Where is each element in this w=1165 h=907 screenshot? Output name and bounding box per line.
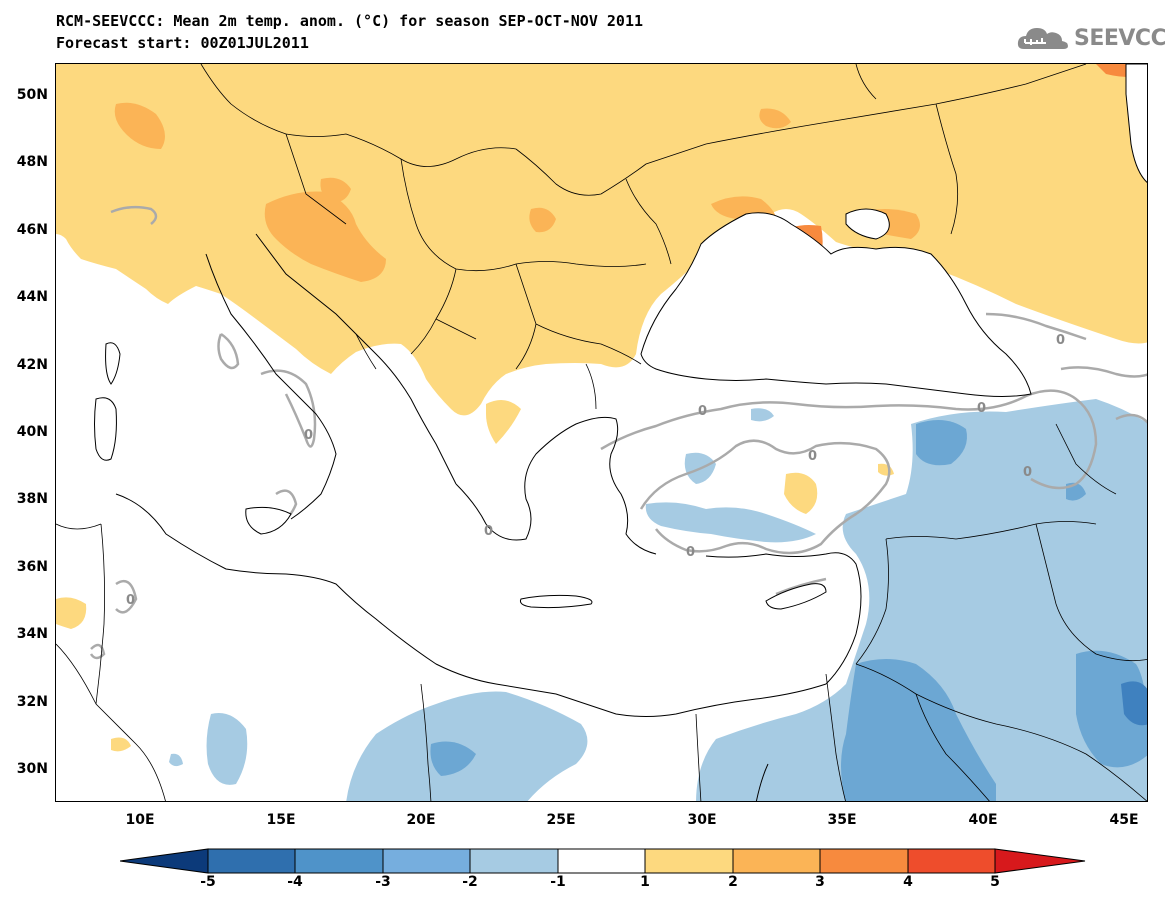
cool-anomaly-area-east	[696, 399, 1147, 801]
warm-anomaly-area-turkey	[784, 472, 818, 514]
contour-label: 0	[808, 449, 817, 464]
colorbar-segment	[120, 848, 209, 874]
lon-label: 10E	[125, 812, 155, 828]
warm-anomaly-area-turkey-east	[878, 463, 894, 476]
lat-label: 34N	[16, 626, 48, 642]
map-canvas: 0 0 0 0 0 0 0 0 0	[56, 64, 1147, 801]
lon-label: 35E	[827, 812, 857, 828]
cool-anomaly-area-east-core	[916, 420, 967, 466]
colorbar	[120, 848, 1086, 874]
warm-anomaly-area-tunisia	[56, 597, 87, 629]
crete	[520, 594, 593, 609]
warm-anomaly-area-north	[56, 64, 1147, 416]
warm-anomaly-area-romania	[529, 207, 556, 233]
contour-label: 0	[977, 401, 986, 416]
lon-label: 30E	[687, 812, 717, 828]
lon-label: 25E	[546, 812, 576, 828]
colorbar-segment	[469, 848, 559, 874]
warm-anomaly-area-alps	[114, 102, 165, 149]
caspian-sea	[1125, 64, 1147, 183]
zero-contour-lines	[89, 205, 1147, 660]
cool-anomaly-area-iraq-core	[1121, 681, 1147, 726]
contour-label: 0	[126, 593, 135, 608]
colorbar-label: 2	[728, 874, 738, 890]
cool-anomaly-area-libya-core	[430, 741, 476, 776]
coastlines	[94, 64, 1147, 801]
contour-label: 0	[484, 524, 493, 539]
cool-anomaly-area-libya-west	[206, 713, 248, 785]
contour-label: 0	[1056, 333, 1065, 348]
contour-label: 0	[1023, 465, 1032, 480]
colorbar-label: 1	[640, 874, 650, 890]
lat-label: 40N	[16, 424, 48, 440]
mediterranean-sea	[115, 493, 862, 717]
warm-anomaly-area-greece	[486, 400, 521, 444]
colorbar-label: -3	[375, 874, 391, 890]
colorbar-label: 3	[815, 874, 825, 890]
colorbar-label: 4	[903, 874, 913, 890]
lat-label: 46N	[16, 222, 48, 238]
logo-text: SEEVCCC	[1074, 25, 1165, 51]
lat-label: 44N	[16, 289, 48, 305]
colorbar-segment	[207, 848, 296, 874]
colorbar-segment	[294, 848, 384, 874]
cool-anomaly-area-iraq	[1076, 650, 1147, 768]
lon-label: 20E	[406, 812, 436, 828]
colorbar-segment	[644, 848, 734, 874]
contour-labels: 0 0 0 0 0 0 0 0 0	[126, 333, 1065, 608]
cool-anomaly-area-anatolia-north	[751, 408, 774, 422]
contour-label: 0	[686, 545, 695, 560]
warm-anomaly-area-ukraine	[759, 108, 791, 129]
colorbar-label: 5	[990, 874, 1000, 890]
warm-anomaly-area-hungary	[320, 177, 351, 203]
cool-anomaly-area-small	[169, 753, 183, 767]
cool-anomaly-area-anatolia	[645, 502, 816, 543]
lon-label: 40E	[968, 812, 998, 828]
cloud-logo-icon	[1017, 28, 1068, 49]
colorbar-segment	[732, 848, 821, 874]
warm-anomaly-area-small	[111, 737, 131, 752]
lat-label: 50N	[16, 87, 48, 103]
forecast-start-label: Forecast start: 00Z01JUL2011	[56, 34, 309, 52]
lat-label: 42N	[16, 357, 48, 373]
colorbar-label: -1	[550, 874, 566, 890]
cool-anomaly-area-libya	[346, 691, 588, 801]
colorbar-label: -4	[287, 874, 303, 890]
colorbar-segment	[907, 848, 996, 874]
lon-label: 45E	[1109, 812, 1139, 828]
colorbar-segment	[994, 848, 1086, 874]
lat-label: 48N	[16, 154, 48, 170]
corsica	[105, 342, 121, 385]
colorbar-segment	[557, 848, 646, 874]
contour-label: 0	[698, 404, 707, 419]
lat-label: 36N	[16, 559, 48, 575]
sardinia	[94, 397, 117, 461]
contour-label: 0	[304, 428, 313, 443]
lat-label: 38N	[16, 491, 48, 507]
lat-label: 30N	[16, 761, 48, 777]
sea-of-azov	[845, 208, 890, 240]
country-borders	[56, 64, 1147, 801]
cyprus	[765, 583, 827, 610]
map-title: RCM-SEEVCCC: Mean 2m temp. anom. (°C) fo…	[56, 12, 643, 30]
colorbar-label: -5	[200, 874, 216, 890]
seevccc-logo: SEEVCCC	[1016, 22, 1165, 54]
black-sea	[640, 212, 1032, 397]
colorbar-label: -2	[462, 874, 478, 890]
warm-anomaly-area-balkans	[264, 191, 386, 282]
sicily	[245, 506, 292, 535]
colorbar-segment	[382, 848, 471, 874]
anomaly-map: 0 0 0 0 0 0 0 0 0	[55, 63, 1148, 802]
lat-label: 32N	[16, 694, 48, 710]
colorbar-segment	[819, 848, 909, 874]
lon-label: 15E	[266, 812, 296, 828]
